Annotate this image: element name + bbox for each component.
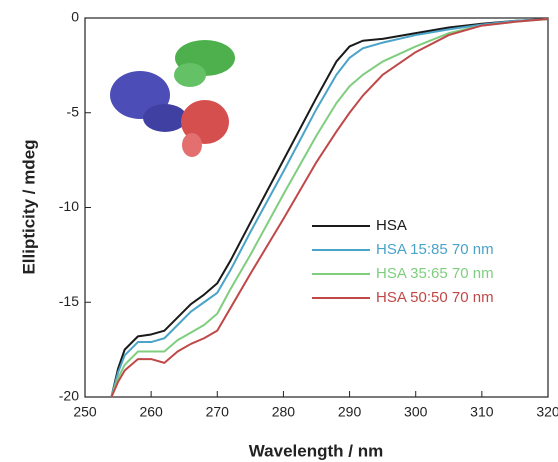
x-tick-label: 280 — [272, 404, 296, 420]
y-tick-label: 0 — [71, 9, 79, 25]
x-tick-label: 290 — [338, 404, 362, 420]
data-line — [110, 17, 549, 398]
x-tick-label: 260 — [139, 404, 163, 420]
protein-structure — [110, 40, 235, 157]
x-tick-label: 270 — [206, 404, 230, 420]
y-tick-label: -5 — [67, 103, 80, 119]
data-line — [110, 17, 549, 398]
y-tick-label: -20 — [59, 388, 79, 404]
legend-label: HSA 35:65 70 nm — [376, 265, 494, 282]
y-tick-label: -10 — [59, 198, 79, 214]
x-tick-label: 310 — [470, 404, 494, 420]
data-line — [110, 17, 549, 398]
y-tick-label: -15 — [59, 293, 79, 309]
x-tick-label: 300 — [404, 404, 428, 420]
x-tick-label: 320 — [536, 404, 558, 420]
legend-label: HSA — [376, 217, 407, 234]
legend-label: HSA 15:85 70 nm — [376, 241, 494, 258]
y-axis-title: Ellipticity / mdeg — [19, 139, 38, 274]
x-tick-label: 250 — [73, 404, 97, 420]
data-line — [110, 17, 549, 398]
x-axis-title: Wavelength / nm — [249, 441, 383, 460]
legend-label: HSA 50:50 70 nm — [376, 289, 494, 306]
